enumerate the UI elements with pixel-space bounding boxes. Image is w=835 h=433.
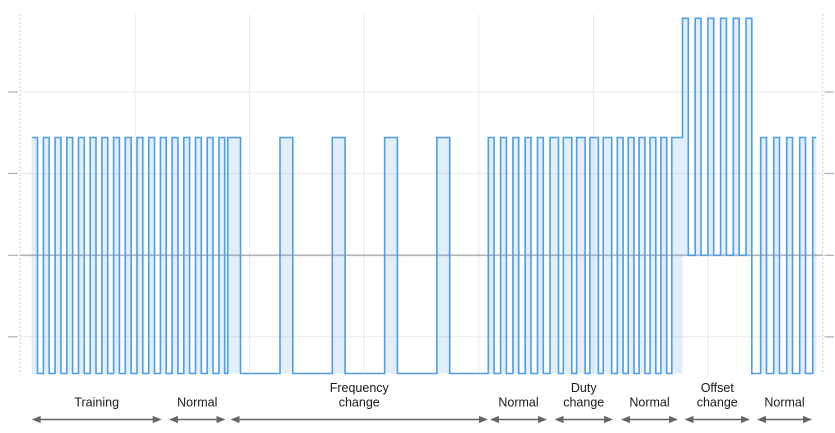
region-annotation-training: Training (31, 396, 162, 424)
pulse-fill (746, 18, 752, 256)
pulse-fill (384, 137, 398, 374)
signal-wave-line (31, 17, 817, 375)
pulse-fill (183, 137, 190, 374)
arrow-left-head-icon (490, 415, 499, 424)
arrow-right-head-icon (479, 415, 488, 424)
pulse-fill (563, 137, 572, 374)
region-annotation-normal-1: Normal (169, 396, 226, 424)
pulse-fill (812, 137, 817, 374)
region-label-training: Training (74, 396, 119, 410)
pulse-fill (576, 137, 586, 374)
pulse-fill (695, 18, 701, 256)
arrow-right-head-icon (803, 415, 812, 424)
pulse-fill (671, 137, 683, 374)
region-label-offset-change: Offset (701, 381, 735, 395)
pulse-fill (488, 137, 495, 374)
pulse-fill (525, 137, 531, 374)
pulse-fill (682, 18, 689, 256)
pulse-fill (280, 137, 293, 374)
pulse-fill (195, 137, 202, 374)
region-label-normal-4: Normal (764, 396, 804, 410)
arrow-right-head-icon (669, 415, 678, 424)
pulse-fill (160, 137, 167, 374)
arrow-left-head-icon (621, 415, 630, 424)
arrow-right-head-icon (538, 415, 547, 424)
pulse-fill (148, 137, 155, 374)
pulse-fill (617, 137, 624, 374)
pulse-fill (436, 137, 450, 374)
region-annotation-normal-4: Normal (757, 396, 812, 424)
pulse-fill (650, 137, 656, 374)
pulse-fill (786, 137, 793, 374)
arrow-left-head-icon (684, 415, 694, 424)
pulse-fill (55, 137, 61, 374)
pulse-fill (101, 137, 108, 374)
pulse-fill (589, 137, 599, 374)
pulse-fill (218, 137, 225, 374)
region-label-normal-2: Normal (498, 396, 538, 410)
pulse-fill (66, 137, 73, 374)
pulse-fill (639, 137, 645, 374)
region-annotation-normal-3: Normal (621, 396, 678, 424)
arrow-right-head-icon (741, 415, 750, 424)
region-label-frequency-change: Frequency (330, 381, 390, 395)
pulse-fill (550, 137, 559, 374)
pulse-fill (720, 18, 727, 256)
pulse-fill (137, 137, 143, 374)
arrow-right-head-icon (604, 415, 613, 424)
region-annotation-normal-2: Normal (490, 396, 547, 424)
pulse-fill (172, 137, 178, 374)
pulse-fill (799, 137, 806, 374)
pulse-fill (78, 137, 85, 374)
arrow-right-head-icon (216, 415, 226, 424)
region-label-frequency-change: change (339, 396, 380, 410)
arrow-left-head-icon (230, 415, 240, 424)
pulse-fill (227, 137, 241, 374)
pulse-fill (31, 137, 38, 374)
pulse-fill (773, 137, 780, 374)
region-label-normal-1: Normal (177, 396, 217, 410)
arrow-left-head-icon (169, 415, 178, 424)
pulse-fill (628, 137, 634, 374)
region-label-offset-change: change (697, 396, 738, 410)
pulse-fill (512, 137, 519, 374)
pulse-fill (760, 137, 767, 374)
arrow-right-head-icon (152, 415, 162, 424)
pulse-fill (707, 18, 714, 256)
pulse-fill (537, 137, 544, 374)
arrow-left-head-icon (31, 415, 41, 424)
pulse-fill (332, 137, 346, 374)
pulse-fill (603, 137, 612, 374)
pulse-fill (660, 137, 667, 374)
region-label-duty-change: Duty (571, 381, 597, 395)
region-label-normal-3: Normal (629, 396, 669, 410)
pulse-fill (733, 18, 740, 256)
region-label-duty-change: change (563, 396, 604, 410)
pulse-fill (125, 137, 132, 374)
pulse-fill (43, 137, 50, 374)
pulse-fill (113, 137, 120, 374)
pulse-fill (207, 137, 213, 374)
pulse-fill (500, 137, 507, 374)
pulse-fill (90, 137, 96, 374)
arrow-left-head-icon (554, 415, 564, 424)
arrow-left-head-icon (757, 415, 766, 424)
